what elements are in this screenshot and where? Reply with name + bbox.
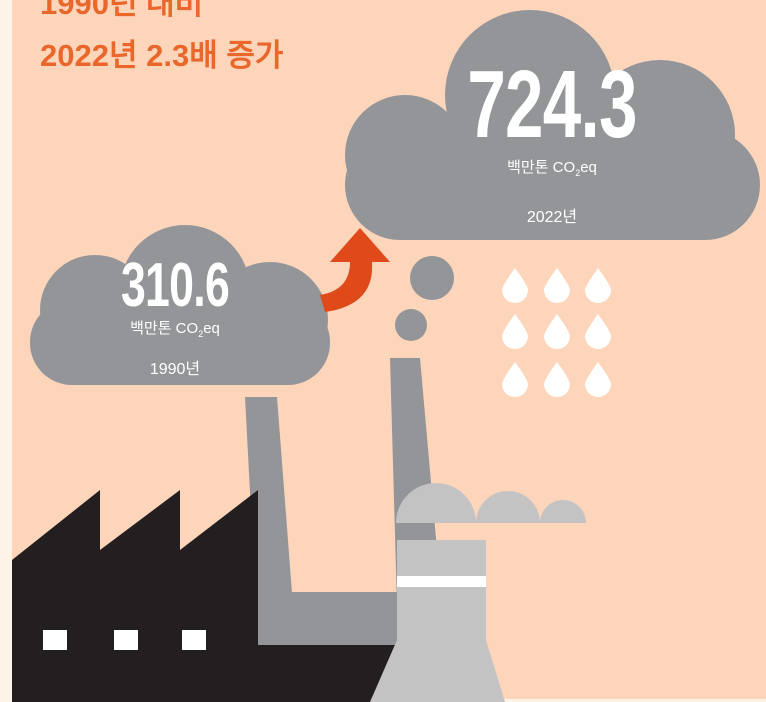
unit-text: 백만톤 CO	[507, 159, 575, 176]
headline-line: 2022년 2.3배 증가	[40, 30, 283, 75]
unit-text: 백만톤 CO	[130, 320, 198, 337]
headline-line: 1990년 대비	[40, 0, 203, 23]
cloud-year: 1990년	[150, 355, 200, 379]
unit-suffix: eq	[580, 159, 597, 176]
cloud-unit: 백만톤 CO2eq	[130, 317, 220, 339]
cloud-value: 724.3	[467, 50, 636, 160]
illustration	[0, 0, 766, 702]
unit-suffix: eq	[203, 320, 220, 337]
cloud-year: 2022년	[527, 203, 577, 227]
page: 1990년 대비 2022년 2.3배 증가 310.6 백만톤 CO2eq 1…	[0, 0, 766, 702]
cloud-unit: 백만톤 CO2eq	[507, 156, 597, 178]
cloud-value: 310.6	[121, 250, 229, 321]
